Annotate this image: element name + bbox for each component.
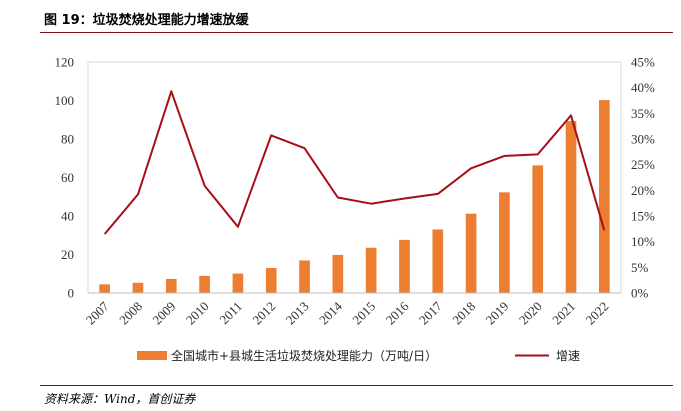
bar-2009 xyxy=(165,278,177,293)
x-tick-label: 2011 xyxy=(216,299,245,328)
x-tick-label: 2022 xyxy=(582,299,611,328)
bar-2022 xyxy=(599,100,610,294)
x-axis: 2007 2008 2009 2010 2011 2012 2013 2014 2015 2016… xyxy=(83,298,612,327)
right-tick-label: 45% xyxy=(631,55,655,70)
x-tick-label: 2015 xyxy=(349,299,378,328)
right-axis: 0% 5% 10% 15% 20% 25% 30% 35% 40% 45% xyxy=(631,55,655,301)
x-tick-label: 2018 xyxy=(449,299,478,328)
x-tick-label: 2020 xyxy=(516,299,545,328)
source-rule xyxy=(40,385,673,386)
bar-2020 xyxy=(532,165,544,293)
x-tick-label: 2012 xyxy=(249,299,278,328)
bar-2014 xyxy=(332,254,344,293)
line-series xyxy=(103,90,606,235)
left-tick-label: 60 xyxy=(61,170,74,185)
x-tick-label: 2021 xyxy=(549,299,578,328)
bar-2012 xyxy=(265,267,277,293)
left-tick-label: 80 xyxy=(61,132,74,147)
bar-2013 xyxy=(299,260,310,293)
bar-2008 xyxy=(132,282,144,293)
left-tick-label: 120 xyxy=(55,55,75,70)
legend-label-line: 增速 xyxy=(556,349,580,363)
bar-2015 xyxy=(365,247,377,293)
x-tick-label: 2014 xyxy=(316,298,345,327)
bar-2019 xyxy=(499,192,510,293)
bar-2010 xyxy=(199,275,210,293)
bar-2007 xyxy=(99,284,110,293)
right-tick-label: 20% xyxy=(631,183,655,198)
left-tick-label: 0 xyxy=(68,286,75,301)
x-tick-label: 2009 xyxy=(149,299,178,328)
x-tick-label: 2007 xyxy=(83,298,112,327)
right-tick-label: 35% xyxy=(631,106,655,121)
right-tick-label: 5% xyxy=(631,260,649,275)
left-tick-label: 100 xyxy=(55,93,75,108)
legend-swatch-bar xyxy=(137,351,167,360)
left-tick-label: 20 xyxy=(61,247,74,262)
bar-2011 xyxy=(232,273,244,293)
right-tick-label: 10% xyxy=(631,234,655,249)
bar-series xyxy=(99,100,610,294)
title-rule xyxy=(40,32,673,33)
x-tick-label: 2016 xyxy=(383,298,412,327)
x-tick-label: 2017 xyxy=(416,298,445,327)
bar-2017 xyxy=(432,229,444,293)
left-tick-label: 40 xyxy=(61,209,74,224)
x-tick-label: 2013 xyxy=(283,299,312,328)
bar-2018 xyxy=(465,213,477,293)
source-note: 资料来源：Wind，首创证券 xyxy=(44,392,196,406)
right-tick-label: 40% xyxy=(631,80,655,95)
legend-label-bar: 全国城市+县城生活垃圾焚烧处理能力（万吨/日） xyxy=(171,348,437,363)
x-tick-label: 2010 xyxy=(183,299,212,328)
figure-title: 图 19：垃圾焚烧处理能力增速放缓 xyxy=(44,13,249,28)
right-tick-label: 0% xyxy=(631,286,649,301)
legend: 全国城市+县城生活垃圾焚烧处理能力（万吨/日） 增速 xyxy=(137,348,580,363)
bar-2016 xyxy=(399,239,410,293)
right-tick-label: 15% xyxy=(631,209,655,224)
left-axis: 0 20 40 60 80 100 120 xyxy=(55,55,75,301)
bar-2021 xyxy=(565,121,577,293)
right-tick-label: 25% xyxy=(631,157,655,172)
growth-line xyxy=(103,90,606,235)
x-tick-label: 2019 xyxy=(483,299,512,328)
x-tick-label: 2008 xyxy=(116,299,145,328)
right-tick-label: 30% xyxy=(631,132,655,147)
